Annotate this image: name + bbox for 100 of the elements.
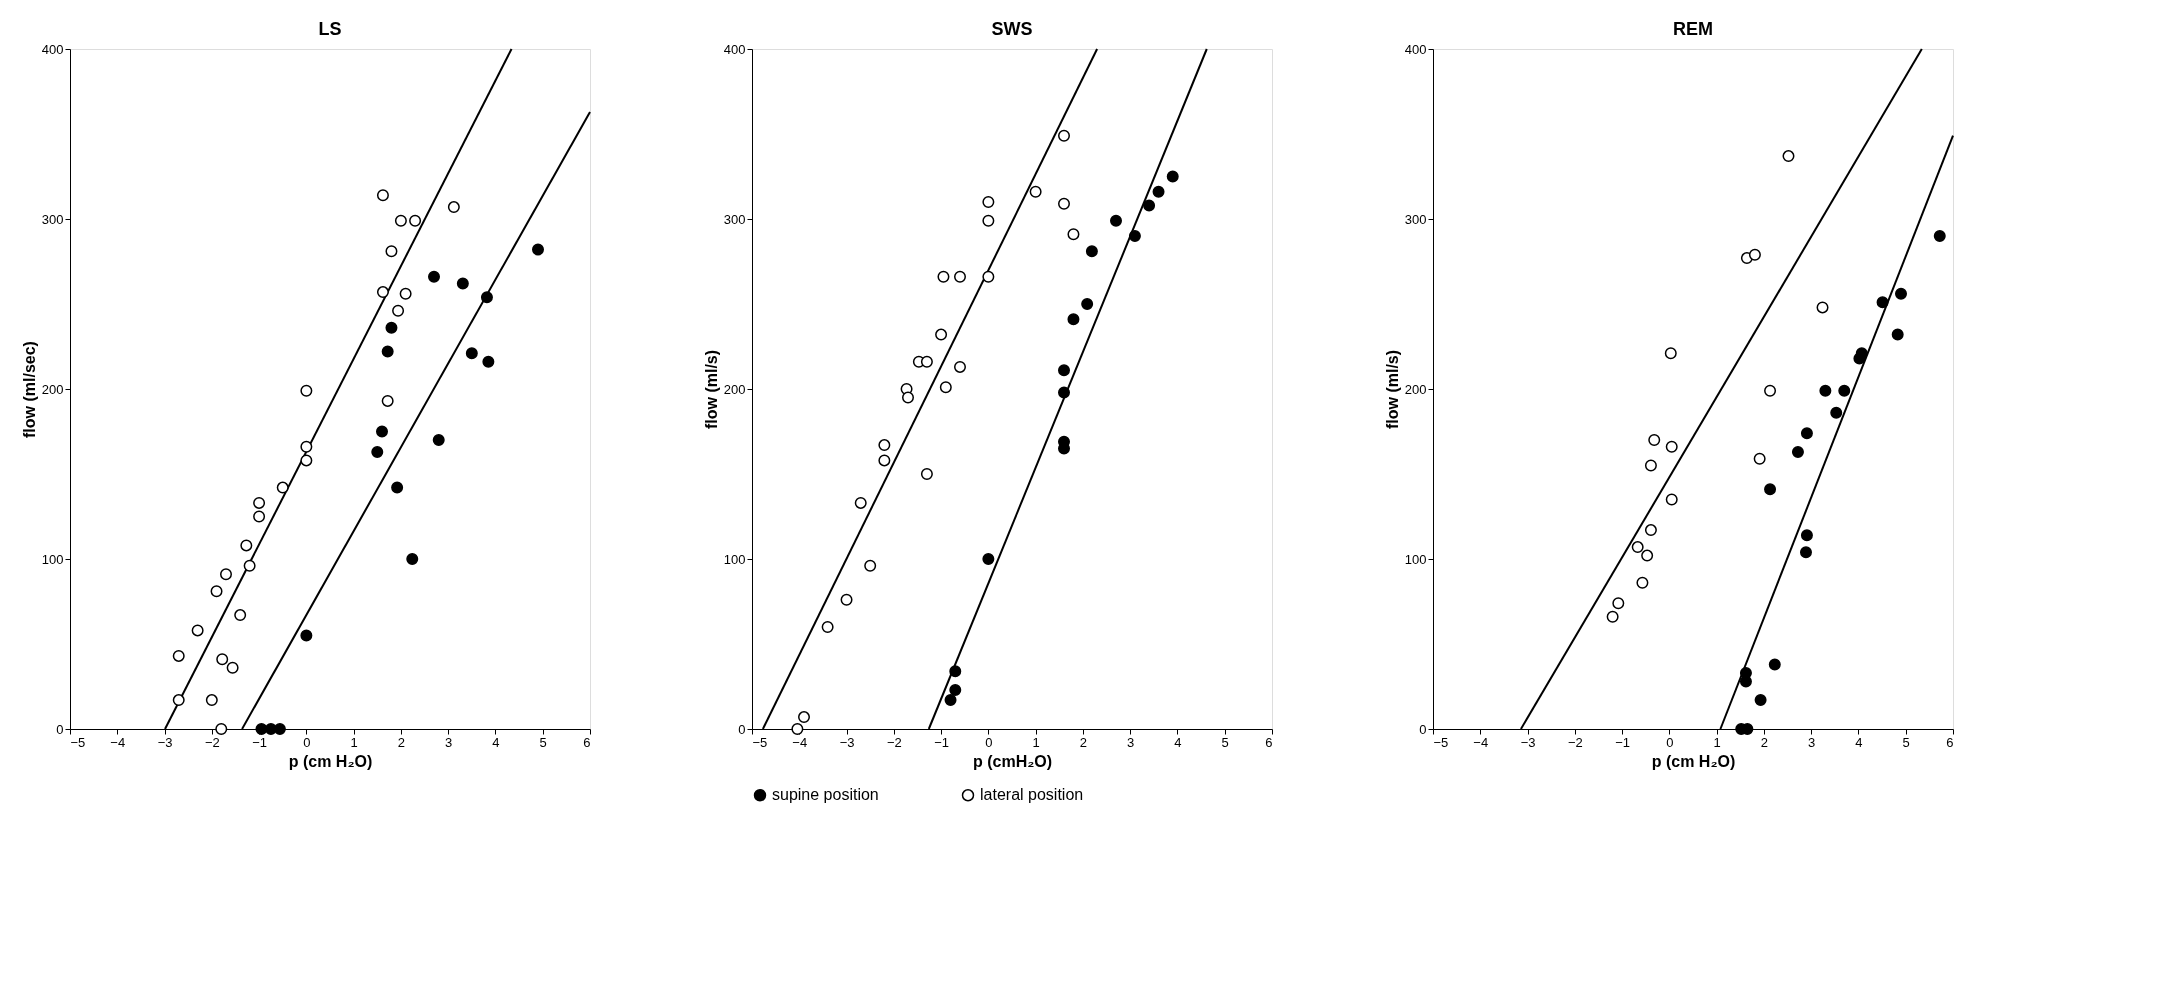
point [1748, 248, 1761, 261]
x-tick-label: −3 [157, 734, 173, 750]
x-tick-label: −4 [1473, 734, 1489, 750]
y-tick-label: 100 [723, 551, 746, 567]
point [480, 291, 493, 304]
point [385, 321, 398, 334]
point [226, 661, 239, 674]
x-tick-label: 2 [1079, 734, 1088, 750]
x-tick-label: −3 [1520, 734, 1536, 750]
point [982, 196, 995, 208]
x-tick-label: 0 [1666, 734, 1674, 750]
point [1791, 445, 1804, 458]
point [982, 553, 995, 565]
x-tick-label: 3 [445, 734, 453, 750]
point [878, 454, 891, 467]
point [172, 694, 185, 707]
point [939, 381, 952, 394]
x-tick-label: 0 [303, 734, 311, 750]
point [1641, 549, 1654, 562]
point [371, 445, 384, 458]
point [381, 394, 394, 407]
point [1819, 384, 1832, 397]
point [949, 683, 962, 696]
x-axis-title: p (cmH₂O) [972, 752, 1053, 770]
point [456, 277, 469, 290]
point [447, 201, 460, 214]
point [1058, 364, 1070, 377]
x-tick-label: 3 [1808, 734, 1816, 750]
point [1644, 459, 1657, 472]
point [1764, 384, 1777, 397]
point [1933, 230, 1946, 242]
point [1110, 214, 1122, 227]
point [878, 439, 891, 452]
point [394, 214, 407, 227]
x-tick-label: −1 [252, 734, 267, 750]
point [381, 345, 394, 358]
y-tick-label: 400 [41, 41, 64, 57]
point [1753, 452, 1766, 465]
point [1636, 576, 1649, 589]
x-tick-label: 4 [1174, 734, 1182, 750]
point [1782, 150, 1795, 163]
point [920, 468, 933, 480]
point [1853, 352, 1866, 365]
point [300, 440, 313, 453]
point [982, 214, 995, 227]
point [191, 624, 204, 637]
x-tick-label: −3 [839, 734, 855, 750]
x-tick-label: 6 [1265, 734, 1273, 750]
point [276, 481, 289, 494]
point [854, 496, 867, 509]
point [1067, 313, 1080, 326]
y-tick-label: 300 [41, 211, 64, 227]
point [409, 214, 422, 227]
x-tick-label: −4 [110, 734, 126, 750]
point [240, 539, 253, 552]
point [1800, 529, 1813, 542]
point [840, 593, 853, 606]
x-tick-label: −5 [752, 734, 768, 750]
y-tick-label: 200 [723, 381, 746, 397]
point [1799, 546, 1812, 559]
x-tick-label: 5 [539, 734, 547, 750]
point [1876, 296, 1889, 309]
point [902, 391, 914, 404]
point [791, 723, 804, 735]
point [1644, 524, 1657, 537]
point [954, 360, 966, 373]
point [1058, 386, 1070, 399]
point [949, 665, 962, 678]
y-tick-label: 100 [41, 551, 64, 567]
point [1891, 328, 1904, 341]
point [216, 653, 229, 666]
point [1081, 298, 1094, 310]
point [1664, 347, 1677, 360]
point [392, 304, 405, 317]
y-tick-label: 300 [723, 211, 746, 227]
point [982, 270, 995, 283]
point [1128, 230, 1141, 242]
point [1631, 541, 1644, 554]
point [428, 270, 440, 283]
x-tick-label: −4 [792, 734, 808, 750]
point [1665, 440, 1678, 453]
y-tick-label: 0 [56, 721, 64, 737]
point [1838, 384, 1851, 397]
point [1648, 434, 1661, 446]
point [1830, 406, 1843, 419]
y-axis-title: flow (ml/s) [1383, 349, 1401, 430]
point [482, 355, 495, 368]
point [234, 609, 247, 622]
point [1800, 427, 1813, 440]
point [1085, 245, 1098, 258]
y-tick-label: 400 [1404, 41, 1427, 57]
point [1058, 197, 1070, 210]
point [406, 553, 419, 565]
point [1665, 493, 1678, 506]
point [935, 328, 948, 341]
point [253, 496, 266, 509]
point [253, 510, 266, 523]
point [1754, 694, 1767, 707]
x-tick-label: 2 [397, 734, 406, 750]
point [864, 559, 877, 572]
